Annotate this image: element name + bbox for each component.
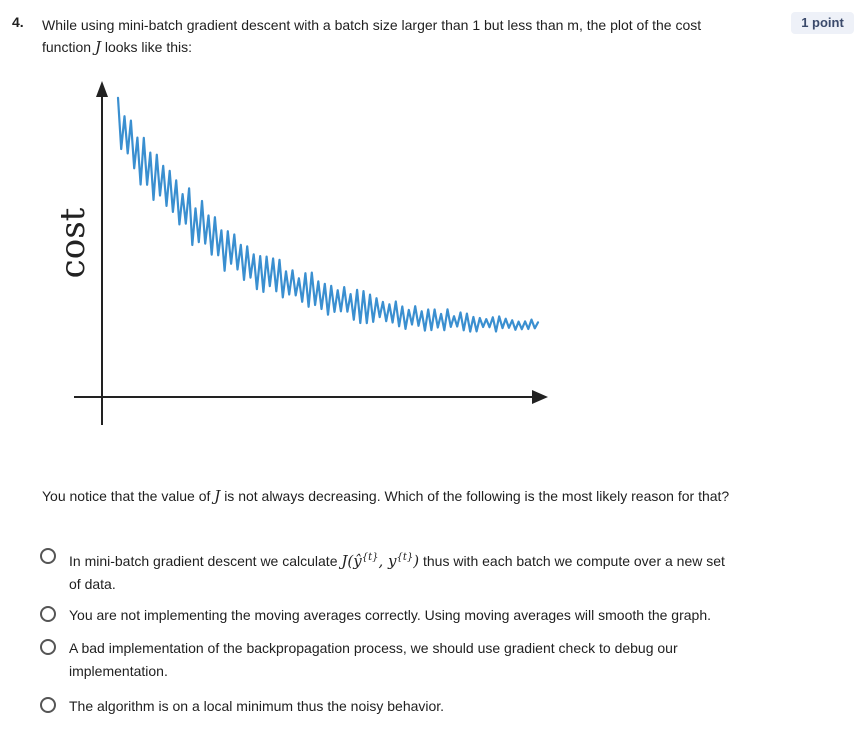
answer-option-text: You are not implementing the moving aver… <box>69 607 711 623</box>
question-number: 4. <box>12 14 24 30</box>
followup-variable: J <box>214 487 221 505</box>
answer-option-text: In mini-batch gradient descent we calcul… <box>69 546 730 596</box>
answer-option-1[interactable]: In mini-batch gradient descent we calcul… <box>40 546 730 596</box>
formula-superscript-1: {t} <box>361 552 379 563</box>
option-text-before: In mini-batch gradient descent we calcul… <box>69 553 338 569</box>
question-stem-text-2: looks like this: <box>104 39 192 55</box>
y-axis-arrow <box>96 81 108 97</box>
radio-button[interactable] <box>40 697 56 713</box>
cost-curve <box>116 96 540 333</box>
formula-superscript-2: {t} <box>396 552 414 563</box>
x-axis-arrow <box>532 390 548 404</box>
answer-option-2[interactable]: You are not implementing the moving aver… <box>40 604 730 627</box>
formula-part-1: J(ŷ <box>341 552 362 570</box>
answer-option-text: The algorithm is on a local minimum thus… <box>69 698 445 714</box>
followup-text-2: is not always decreasing. Which of the f… <box>224 488 730 504</box>
question-stem-variable: J <box>94 38 101 56</box>
radio-button[interactable] <box>40 548 56 564</box>
answer-option-3[interactable]: A bad implementation of the backpropagat… <box>40 637 730 683</box>
cost-plot-svg: cost <box>53 81 548 425</box>
question-stem-text-1: While using mini-batch gradient descent … <box>42 17 702 55</box>
y-axis-label: cost <box>53 207 93 278</box>
question-stem: While using mini-batch gradient descent … <box>42 14 732 58</box>
answer-option-4[interactable]: The algorithm is on a local minimum thus… <box>40 695 730 718</box>
radio-button[interactable] <box>40 639 56 655</box>
formula-part-3: ) <box>413 552 420 570</box>
followup-text-1: You notice that the value of <box>42 488 211 504</box>
formula-part-2: , y <box>378 552 397 570</box>
option-text-after: thus with each batch we compute over a n… <box>69 553 725 592</box>
answer-option-text: A bad implementation of the backpropagat… <box>69 640 678 679</box>
radio-button[interactable] <box>40 606 56 622</box>
points-badge: 1 point <box>791 12 854 34</box>
cost-plot-figure: cost <box>50 75 560 435</box>
option-formula: J(ŷ{t}, y{t}) <box>341 552 419 570</box>
question-followup: You notice that the value of J is not al… <box>42 485 732 508</box>
